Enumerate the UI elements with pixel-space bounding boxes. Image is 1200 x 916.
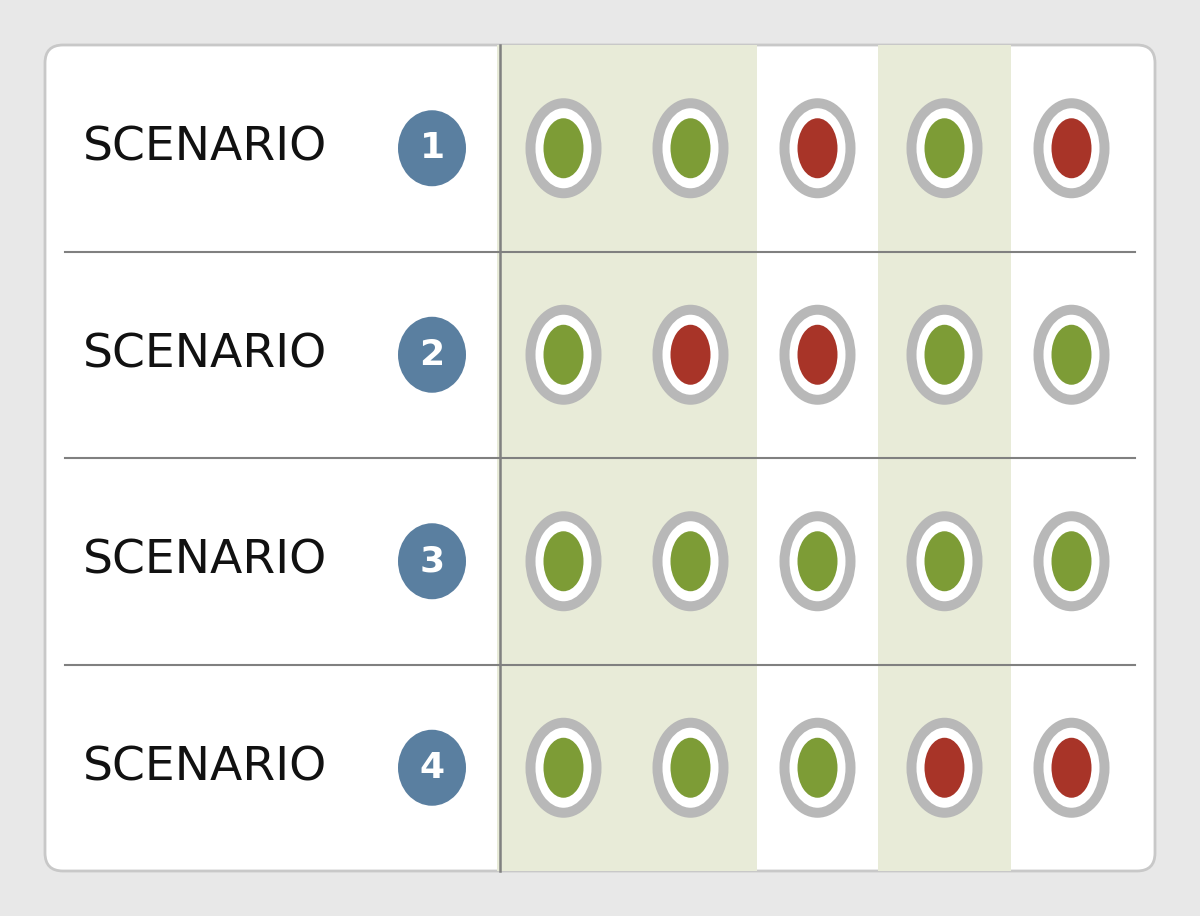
Ellipse shape (671, 325, 710, 385)
Ellipse shape (1051, 325, 1092, 385)
Ellipse shape (662, 727, 719, 808)
Ellipse shape (780, 98, 856, 198)
Ellipse shape (798, 325, 838, 385)
Ellipse shape (1044, 108, 1099, 189)
Ellipse shape (398, 317, 466, 393)
Text: SCENARIO: SCENARIO (83, 539, 328, 583)
Ellipse shape (544, 531, 583, 591)
Ellipse shape (653, 718, 728, 818)
Ellipse shape (662, 521, 719, 601)
Ellipse shape (1044, 521, 1099, 601)
Ellipse shape (544, 325, 583, 385)
Ellipse shape (526, 98, 601, 198)
Ellipse shape (917, 315, 972, 395)
Text: 3: 3 (420, 544, 444, 578)
Ellipse shape (671, 531, 710, 591)
Ellipse shape (906, 305, 983, 405)
Ellipse shape (798, 118, 838, 179)
Ellipse shape (917, 521, 972, 601)
Ellipse shape (917, 727, 972, 808)
Ellipse shape (1044, 727, 1099, 808)
Ellipse shape (653, 98, 728, 198)
Ellipse shape (790, 315, 846, 395)
Text: 4: 4 (420, 751, 444, 785)
Ellipse shape (544, 737, 583, 798)
Ellipse shape (671, 118, 710, 179)
Ellipse shape (906, 511, 983, 611)
Ellipse shape (535, 315, 592, 395)
Ellipse shape (780, 511, 856, 611)
Ellipse shape (790, 108, 846, 189)
Ellipse shape (1051, 531, 1092, 591)
Ellipse shape (924, 118, 965, 179)
Text: 1: 1 (420, 131, 444, 165)
Ellipse shape (653, 511, 728, 611)
Ellipse shape (1051, 118, 1092, 179)
FancyBboxPatch shape (624, 45, 756, 871)
FancyBboxPatch shape (498, 45, 630, 871)
Ellipse shape (906, 98, 983, 198)
Ellipse shape (906, 718, 983, 818)
Ellipse shape (790, 727, 846, 808)
Text: 2: 2 (420, 338, 444, 372)
Ellipse shape (398, 110, 466, 186)
Ellipse shape (671, 737, 710, 798)
Ellipse shape (398, 523, 466, 599)
Ellipse shape (790, 521, 846, 601)
Ellipse shape (1033, 305, 1110, 405)
Text: SCENARIO: SCENARIO (83, 746, 328, 791)
Ellipse shape (780, 718, 856, 818)
Ellipse shape (798, 531, 838, 591)
Ellipse shape (1044, 315, 1099, 395)
Ellipse shape (1033, 718, 1110, 818)
Ellipse shape (653, 305, 728, 405)
Ellipse shape (1033, 511, 1110, 611)
Ellipse shape (1033, 98, 1110, 198)
FancyBboxPatch shape (878, 45, 1010, 871)
Ellipse shape (780, 305, 856, 405)
Ellipse shape (535, 108, 592, 189)
Text: SCENARIO: SCENARIO (83, 333, 328, 377)
Ellipse shape (917, 108, 972, 189)
Ellipse shape (526, 511, 601, 611)
Ellipse shape (526, 718, 601, 818)
Ellipse shape (924, 737, 965, 798)
Text: SCENARIO: SCENARIO (83, 125, 328, 170)
Ellipse shape (398, 730, 466, 806)
Ellipse shape (924, 531, 965, 591)
Ellipse shape (924, 325, 965, 385)
Ellipse shape (526, 305, 601, 405)
FancyBboxPatch shape (46, 45, 1154, 871)
Ellipse shape (798, 737, 838, 798)
Ellipse shape (662, 108, 719, 189)
Ellipse shape (544, 118, 583, 179)
Ellipse shape (535, 521, 592, 601)
Ellipse shape (1051, 737, 1092, 798)
Ellipse shape (535, 727, 592, 808)
Ellipse shape (662, 315, 719, 395)
